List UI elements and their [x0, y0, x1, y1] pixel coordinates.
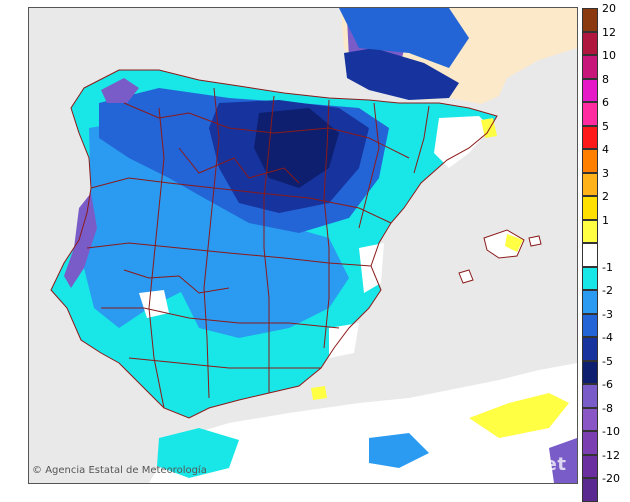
anomaly-zone-blue-center [179, 218, 349, 338]
legend-label: -6 [602, 378, 613, 391]
legend-label: 8 [602, 72, 609, 86]
legend-swatch [582, 266, 598, 290]
legend-label: -10 [602, 425, 620, 438]
legend-label: 10 [602, 49, 616, 62]
legend-label: -4 [602, 331, 613, 344]
anomaly-zone-purple-cantabria [101, 78, 139, 103]
legend-label: 2 [602, 190, 609, 203]
anomaly-zone-white-south [329, 323, 359, 358]
credit-text: Agencia Estatal de Meteorología [45, 465, 207, 476]
legend-label: 1 [602, 213, 609, 227]
legend-label: -3 [602, 307, 613, 321]
legend-label: 6 [602, 96, 609, 109]
legend-label: 4 [602, 143, 609, 156]
anomaly-zone-white-catalonia [434, 116, 491, 168]
legend-swatch [582, 360, 598, 384]
agency-credit: © Agencia Estatal de Meteorología [32, 465, 207, 476]
legend-label: 5 [602, 119, 609, 133]
legend-label: -5 [602, 354, 613, 368]
anomaly-zone-blue-pyrenees [339, 8, 469, 68]
legend-swatch [582, 125, 598, 149]
legend-swatch [582, 431, 598, 455]
legend-swatch [582, 102, 598, 126]
legend-swatch [582, 313, 598, 337]
anomaly-zone-white-center [139, 290, 169, 318]
legend-swatch [582, 55, 598, 79]
legend-swatch [582, 196, 598, 220]
anomaly-zone-yellow-africa [469, 393, 569, 438]
anomaly-zone-africa-blue [369, 433, 429, 468]
legend-label: 20 [602, 2, 616, 15]
anomaly-zone-africa-cyan [157, 428, 239, 478]
anomaly-zone-purple-portugal [64, 193, 97, 288]
legend-swatch [582, 337, 598, 361]
anomaly-zone-yellow-almeria [311, 386, 327, 400]
legend-swatch [582, 454, 598, 478]
north-africa-region [149, 363, 577, 483]
legend-swatch [582, 8, 598, 32]
province-borders [50, 69, 498, 419]
legend-swatch [582, 384, 598, 408]
anomaly-zone-deep-north [254, 108, 339, 188]
legend-swatch [582, 31, 598, 55]
legend-label: -2 [602, 284, 613, 297]
watermark-text: aemet [500, 454, 567, 475]
color-scale-legend: 20 12 10 8 6 5 4 3 2 1 -1 -2 -3 -4 -5 -6 -8 -10 -12 -20 [582, 3, 628, 502]
legend-label: 12 [602, 25, 616, 39]
copyright-icon: © [32, 465, 42, 476]
legend-swatch [582, 219, 598, 243]
legend-label: -12 [602, 448, 620, 462]
legend-swatch [582, 149, 598, 173]
map-svg [29, 8, 577, 483]
legend-label: -1 [602, 260, 613, 274]
temperature-anomaly-map [28, 7, 578, 484]
legend-swatch [582, 172, 598, 196]
balearic-yellow [505, 234, 523, 252]
legend-label: 3 [602, 166, 609, 180]
legend-swatch [582, 290, 598, 314]
legend-neutral-swatch [582, 243, 598, 267]
legend-label: -8 [602, 401, 613, 415]
legend-swatch [582, 478, 598, 502]
legend-swatch [582, 78, 598, 102]
legend-label: -20 [602, 472, 620, 485]
legend-swatch [582, 407, 598, 431]
anomaly-zone-darkblue-france [344, 48, 459, 100]
anomaly-zone-africa-purple [549, 438, 577, 483]
